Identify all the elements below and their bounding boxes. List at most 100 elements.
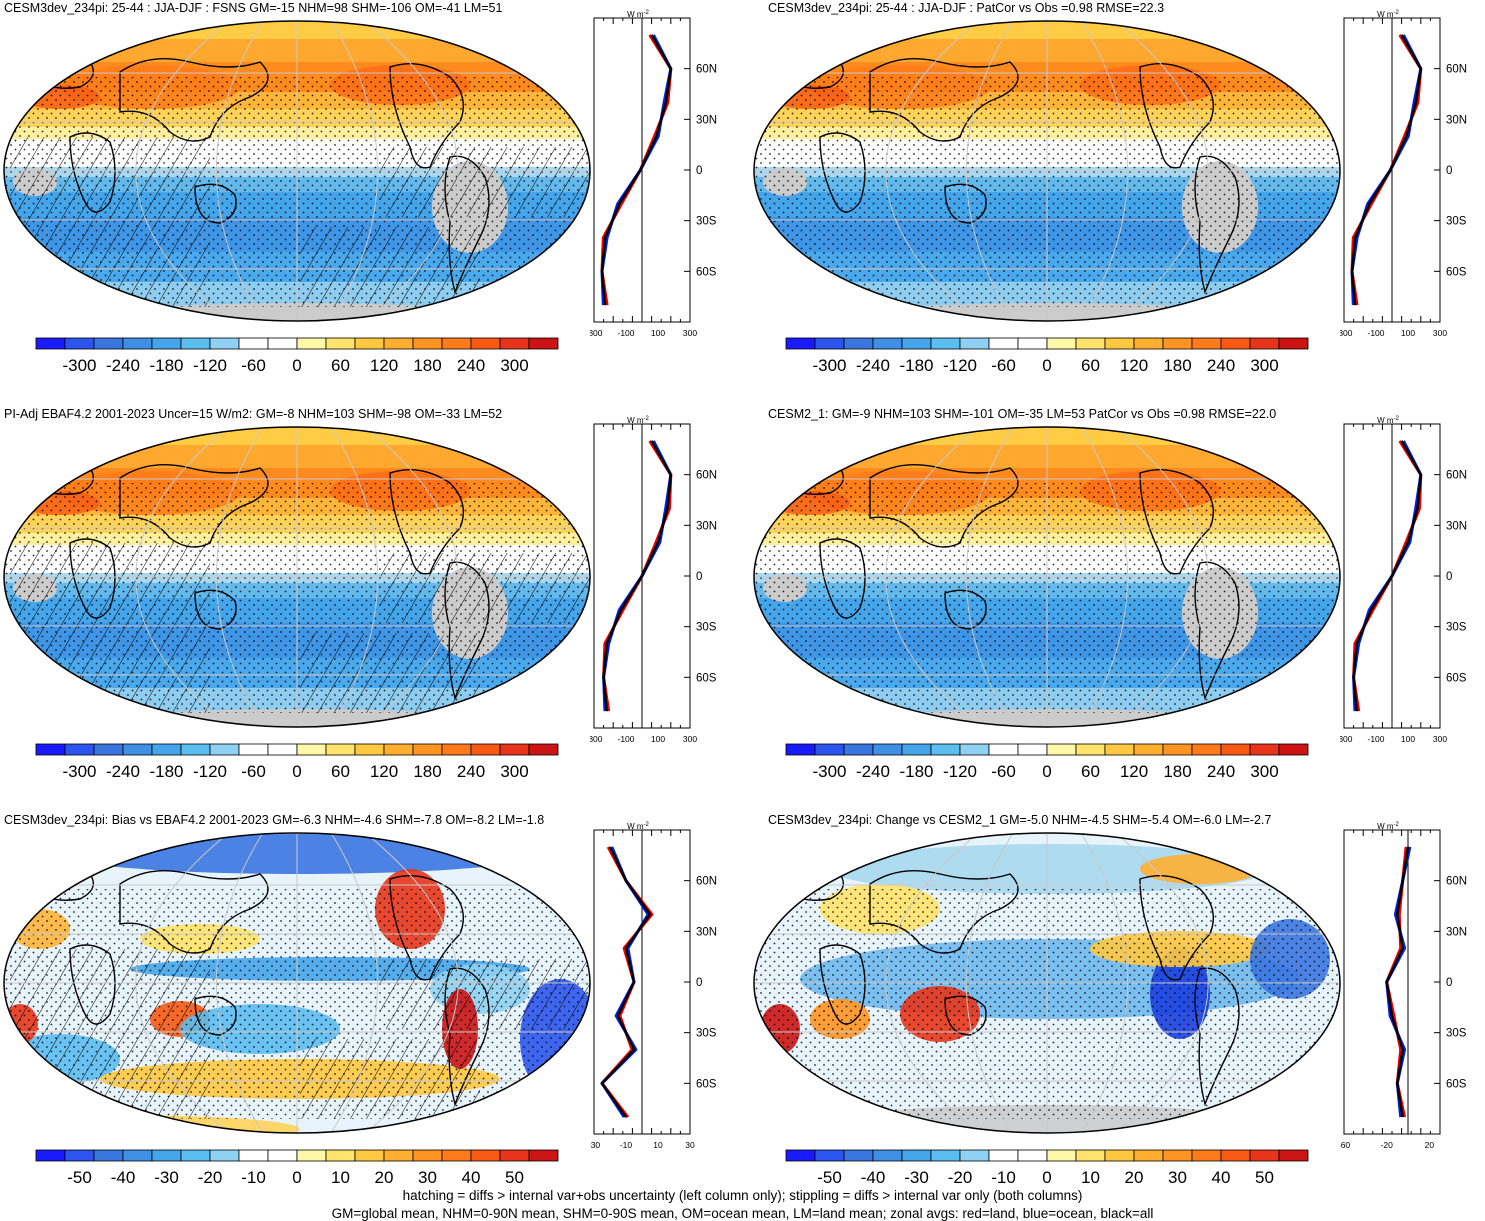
colorbar-swatch: [441, 337, 472, 350]
colorbar-swatch: [988, 743, 1019, 756]
lat-tick-label: 60S: [696, 1078, 717, 1090]
lat-tick-label: 60S: [696, 266, 717, 278]
colorbar-tick-label: 300: [1250, 762, 1278, 779]
colorbar-tick-label: 60: [331, 356, 350, 373]
colorbar-swatch: [843, 1149, 874, 1162]
colorbar-swatch: [843, 337, 874, 350]
colorbar-tick-label: -30: [904, 1168, 929, 1185]
colorbar-swatch: [296, 337, 327, 350]
zonal-unit-superscript: -2: [644, 416, 650, 422]
colorbar-tick-label: 180: [1163, 356, 1191, 373]
colorbar-tick-label: 300: [1250, 356, 1278, 373]
colorbar-tick-label: -10: [991, 1168, 1016, 1185]
colorbar-tick-label: 40: [1212, 1168, 1231, 1185]
colorbar-swatch: [930, 743, 961, 756]
lat-tick-label: 30S: [696, 622, 717, 634]
lat-tick-label: 60N: [1446, 64, 1467, 76]
colorbar-swatch: [441, 1149, 472, 1162]
colorbar-swatch: [267, 1149, 298, 1162]
lat-tick-label: 60N: [696, 470, 717, 482]
zonal-curve: [1350, 34, 1423, 306]
colorbar-swatch: [988, 1149, 1019, 1162]
colorbar-swatch: [296, 1149, 327, 1162]
colorbar-swatch: [412, 337, 443, 350]
zonal-unit-label: W m-2: [627, 822, 649, 831]
colorbar-tick-label: 180: [413, 762, 441, 779]
zonal-unit-superscript: -2: [1394, 822, 1400, 828]
zonal-x-tick-label: -100: [617, 328, 634, 338]
colorbar-tick-label: 60: [1081, 356, 1100, 373]
lat-tick-label: 0: [1446, 165, 1452, 177]
colorbar-tick-label: -30: [154, 1168, 179, 1185]
lat-tick-label: 0: [1446, 571, 1452, 583]
map: [3, 20, 591, 322]
colorbar-swatch: [1017, 337, 1048, 350]
colorbar-swatch: [843, 743, 874, 756]
colorbar-swatch: [1191, 743, 1222, 756]
colorbar-tick-label: -180: [149, 356, 183, 373]
zonal-x-tick-label: -300: [590, 328, 603, 338]
colorbar-swatch: [872, 1149, 903, 1162]
colorbar-swatch: [1046, 337, 1077, 350]
colorbar-swatch: [785, 743, 816, 756]
colorbar-swatch: [814, 743, 845, 756]
colorbar-swatch: [180, 1149, 211, 1162]
colorbar-swatch: [1104, 743, 1135, 756]
colorbar-swatch: [296, 743, 327, 756]
zonal-mean-plot: W m-2 60N 30N 0 30S 60S -300 -100 100 300: [590, 10, 717, 338]
zonal-unit-superscript: -2: [644, 822, 650, 828]
lat-tick-label: 30S: [696, 216, 717, 228]
colorbar-swatch: [988, 337, 1019, 350]
colorbar-swatch: [1104, 1149, 1135, 1162]
colorbar-swatch: [1191, 1149, 1222, 1162]
colorbar-tick-label: 240: [1207, 762, 1235, 779]
map: [3, 832, 591, 1134]
colorbar-swatch: [64, 1149, 95, 1162]
colorbar-swatch: [238, 1149, 269, 1162]
colorbar-swatch: [470, 743, 501, 756]
colorbar-tick-label: -60: [241, 762, 266, 779]
lat-tick-label: 30S: [696, 1028, 717, 1040]
colorbar-tick-label: 120: [370, 762, 398, 779]
colorbar-tick-label: -60: [991, 762, 1016, 779]
colorbar-swatch: [470, 337, 501, 350]
caption-line-1: hatching = diffs > internal var+obs unce…: [402, 1188, 1083, 1203]
colorbar-swatch: [325, 743, 356, 756]
colorbar-swatch: [412, 743, 443, 756]
colorbar-tick-label: 30: [1168, 1168, 1187, 1185]
colorbar-tick-label: -60: [241, 356, 266, 373]
zonal-mean-plot: W m-2 60N 30N 0 30S 60S -300 -100 100 300: [590, 416, 717, 744]
panel-1: CESM3dev_234pi: 25-44 : JJA-DJF : FSNS G…: [0, 0, 740, 400]
colorbar-swatch: [325, 1149, 356, 1162]
colorbar-swatch: [383, 1149, 414, 1162]
colorbar-swatch: [1046, 743, 1077, 756]
colorbar-tick-label: 10: [331, 1168, 350, 1185]
lat-tick-label: 60N: [1446, 470, 1467, 482]
lat-tick-label: 30N: [1446, 114, 1467, 126]
colorbar-swatch: [1249, 1149, 1280, 1162]
panel-3: PI-Adj EBAF4.2 2001-2023 Uncer=15 W/m2: …: [0, 406, 740, 806]
zonal-x-tick-label: 300: [1433, 328, 1447, 338]
zonal-unit-label: W m-2: [1377, 416, 1399, 425]
colorbar-swatch: [267, 743, 298, 756]
colorbar-swatch: [499, 1149, 530, 1162]
map: [3, 426, 591, 728]
colorbar-swatch: [1191, 337, 1222, 350]
zonal-x-tick-label: 100: [651, 734, 665, 744]
colorbar-swatch: [1017, 1149, 1048, 1162]
panel-title: CESM3dev_234pi: Bias vs EBAF4.2 2001-202…: [4, 813, 545, 827]
colorbar-swatch: [122, 1149, 153, 1162]
colorbar-swatch: [209, 337, 240, 350]
colorbar-tick-label: 20: [375, 1168, 394, 1185]
panel-title: CESM3dev_234pi: Change vs CESM2_1 GM=-5.…: [768, 813, 1272, 827]
colorbar-swatch: [93, 743, 124, 756]
lat-tick-label: 60S: [1446, 1078, 1467, 1090]
colorbar-tick-label: 0: [292, 356, 301, 373]
zonal-x-tick-label: 100: [1401, 328, 1415, 338]
lat-tick-label: 60S: [1446, 266, 1467, 278]
colorbar-swatch: [930, 337, 961, 350]
colorbar-swatch: [122, 337, 153, 350]
lat-tick-label: 30N: [1446, 926, 1467, 938]
colorbar-tick-label: 20: [1125, 1168, 1144, 1185]
colorbar-tick-label: 180: [1163, 762, 1191, 779]
